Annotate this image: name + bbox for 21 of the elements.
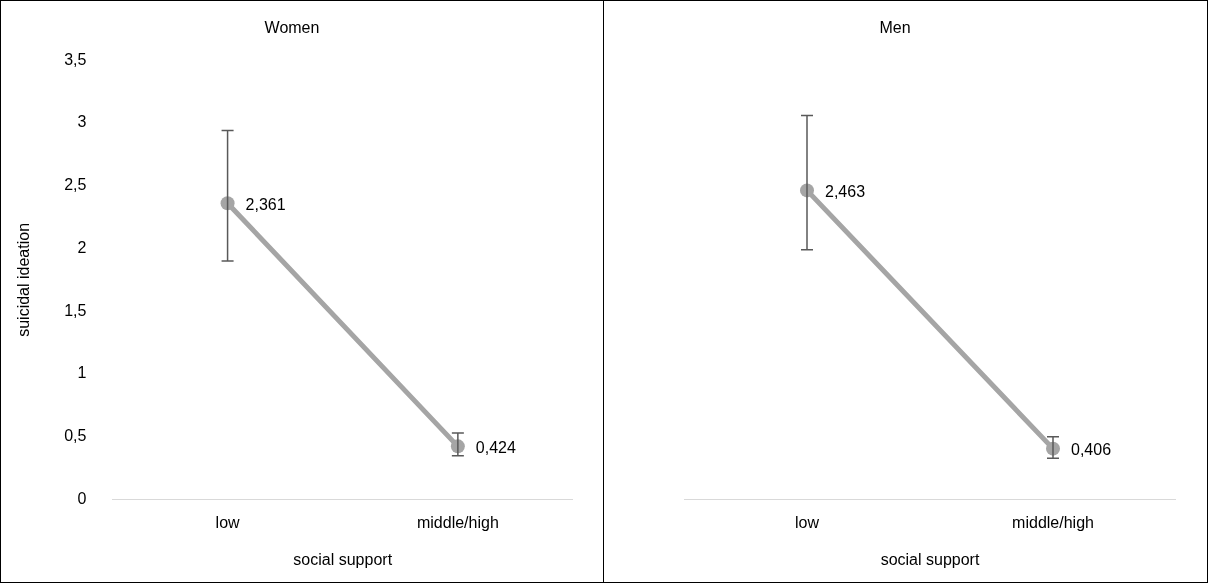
y-tick-label: 1,5 bbox=[64, 301, 87, 319]
x-axis-title: social support bbox=[880, 550, 980, 568]
data-label: 2,463 bbox=[825, 182, 866, 200]
data-label: 0,424 bbox=[475, 438, 516, 456]
y-tick-label: 3 bbox=[77, 113, 87, 131]
y-tick-label: 0 bbox=[77, 490, 87, 508]
data-label: 0,406 bbox=[1071, 441, 1112, 459]
y-axis-title: suicidal ideation bbox=[15, 222, 33, 337]
x-tick-label: middle/high bbox=[1012, 513, 1094, 531]
y-tick-label: 3,5 bbox=[64, 50, 87, 68]
x-tick-label: low bbox=[215, 513, 241, 531]
x-tick-label: middle/high bbox=[416, 513, 499, 531]
x-axis-title: social support bbox=[293, 550, 393, 568]
chart-title: Women bbox=[264, 19, 320, 37]
data-label: 2,361 bbox=[245, 195, 286, 213]
y-tick-label: 2,5 bbox=[64, 176, 87, 194]
x-tick-label: low bbox=[794, 513, 820, 531]
chart-title: Men bbox=[879, 19, 911, 37]
y-tick-label: 2 bbox=[77, 238, 87, 256]
y-tick-label: 1 bbox=[77, 364, 87, 382]
y-tick-label: 0,5 bbox=[64, 427, 87, 445]
